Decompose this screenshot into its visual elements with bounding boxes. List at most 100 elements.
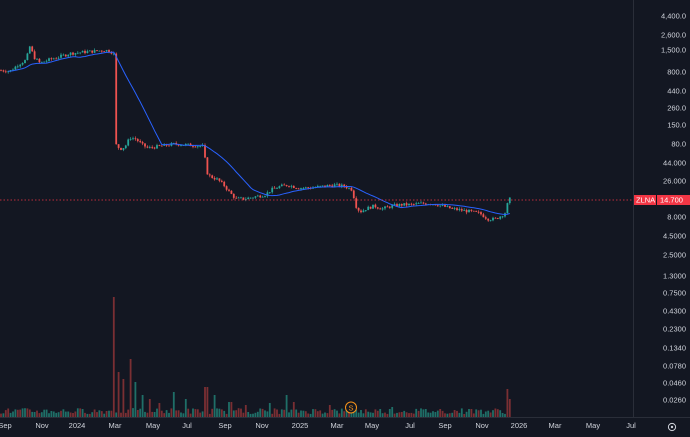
candle	[115, 53, 118, 145]
candle	[184, 144, 187, 146]
volume-bar	[405, 412, 408, 417]
time-axis[interactable]: Sep Nov 2024 Mar May Jul Sep Nov 2025 Mar May Jul Se…	[0, 421, 636, 430]
volume-bar	[256, 411, 259, 417]
candle	[273, 187, 276, 189]
price-axis-label: 1,500.0	[661, 46, 686, 55]
candle	[477, 211, 480, 213]
volume-bar	[304, 411, 307, 417]
candle	[211, 175, 214, 178]
candle	[216, 178, 218, 180]
candle	[448, 206, 451, 209]
candle	[352, 190, 355, 199]
volume-bar	[96, 412, 98, 417]
candle	[266, 192, 269, 197]
price-axis-label: 440.0	[667, 87, 686, 96]
volume-bar	[432, 411, 434, 417]
candle	[19, 64, 22, 67]
candle	[420, 202, 422, 204]
volume-bar	[86, 413, 89, 417]
volume-bar	[321, 413, 324, 417]
volume-bar	[288, 412, 290, 417]
candle	[465, 210, 468, 213]
candle	[120, 147, 122, 150]
volume-bar	[333, 409, 336, 417]
price-tag-value: 14.700	[660, 196, 683, 205]
candle	[316, 186, 319, 188]
candle	[451, 208, 454, 209]
candle	[396, 204, 398, 207]
price-axis-label: 150.0	[667, 121, 686, 130]
price-axis[interactable]: 4,400.0 2,600.0 1,500.0 800.0 440.0 260.0 150.…	[661, 12, 686, 405]
volume-bar	[458, 412, 461, 417]
candle	[127, 139, 130, 146]
candle	[422, 202, 425, 204]
candle	[52, 58, 55, 60]
volume-bar	[9, 412, 12, 417]
volume-bar	[444, 413, 446, 417]
candle	[348, 187, 350, 189]
price-axis-label: 0.0780	[663, 362, 686, 371]
candle	[110, 52, 113, 54]
volume-bar	[324, 412, 326, 417]
candle	[280, 184, 283, 187]
candle	[7, 71, 10, 73]
candle	[343, 184, 346, 187]
candle	[45, 60, 48, 62]
volume-bar	[52, 411, 55, 417]
price-axis-label: 44.000	[663, 159, 686, 168]
event-marker[interactable]: S	[345, 401, 357, 414]
volume-bar	[280, 409, 283, 417]
volume-bar	[180, 412, 182, 417]
volume-bar	[328, 405, 331, 417]
volume-bar	[88, 413, 91, 417]
candle	[492, 217, 494, 221]
volume-bar	[477, 410, 480, 417]
volume-bar	[264, 410, 266, 417]
volume-bar	[160, 410, 163, 417]
volume-bar	[12, 411, 14, 417]
candle	[108, 50, 110, 53]
volume-bar	[422, 409, 425, 417]
volume-bar	[338, 413, 341, 417]
volume-bar	[110, 410, 113, 417]
volume-bar	[314, 409, 317, 417]
candle	[232, 193, 235, 198]
volume-bar	[345, 408, 348, 417]
volume-bar	[374, 409, 377, 417]
current-price-tag[interactable]: ZLNA 14.700	[634, 195, 690, 205]
symbol-tag-label: ZLNA	[636, 196, 655, 205]
candle	[472, 210, 475, 212]
volume-bar	[112, 297, 115, 417]
candle	[38, 58, 41, 63]
candle	[338, 183, 341, 187]
volume-bar	[182, 413, 185, 417]
price-axis-label: 80.0	[671, 140, 686, 149]
candle	[268, 192, 271, 193]
volume-bar	[204, 387, 206, 417]
candle	[328, 185, 331, 186]
candle	[278, 186, 281, 189]
volume-bar	[216, 408, 218, 417]
settings-button[interactable]	[667, 422, 677, 432]
candle	[374, 204, 377, 208]
volume-bar	[408, 413, 410, 417]
volume-bar	[448, 413, 451, 417]
volume-bar	[480, 409, 482, 417]
symbol-tag	[634, 195, 656, 205]
event-marker-label: S	[348, 403, 353, 412]
volume-bar	[19, 409, 22, 417]
candle	[480, 212, 482, 215]
candle	[285, 185, 288, 187]
moving-average-line	[8, 51, 510, 216]
volume-bar	[372, 412, 374, 417]
volume-bar	[156, 408, 158, 417]
volume-bar	[376, 410, 379, 417]
candle	[2, 70, 5, 72]
volume-bar	[189, 413, 192, 417]
volume-bar	[79, 408, 82, 417]
volume-bar	[242, 412, 245, 417]
time-axis-label: Nov	[35, 421, 49, 430]
gear-icon-center	[670, 425, 674, 429]
volume-bar	[465, 411, 468, 417]
